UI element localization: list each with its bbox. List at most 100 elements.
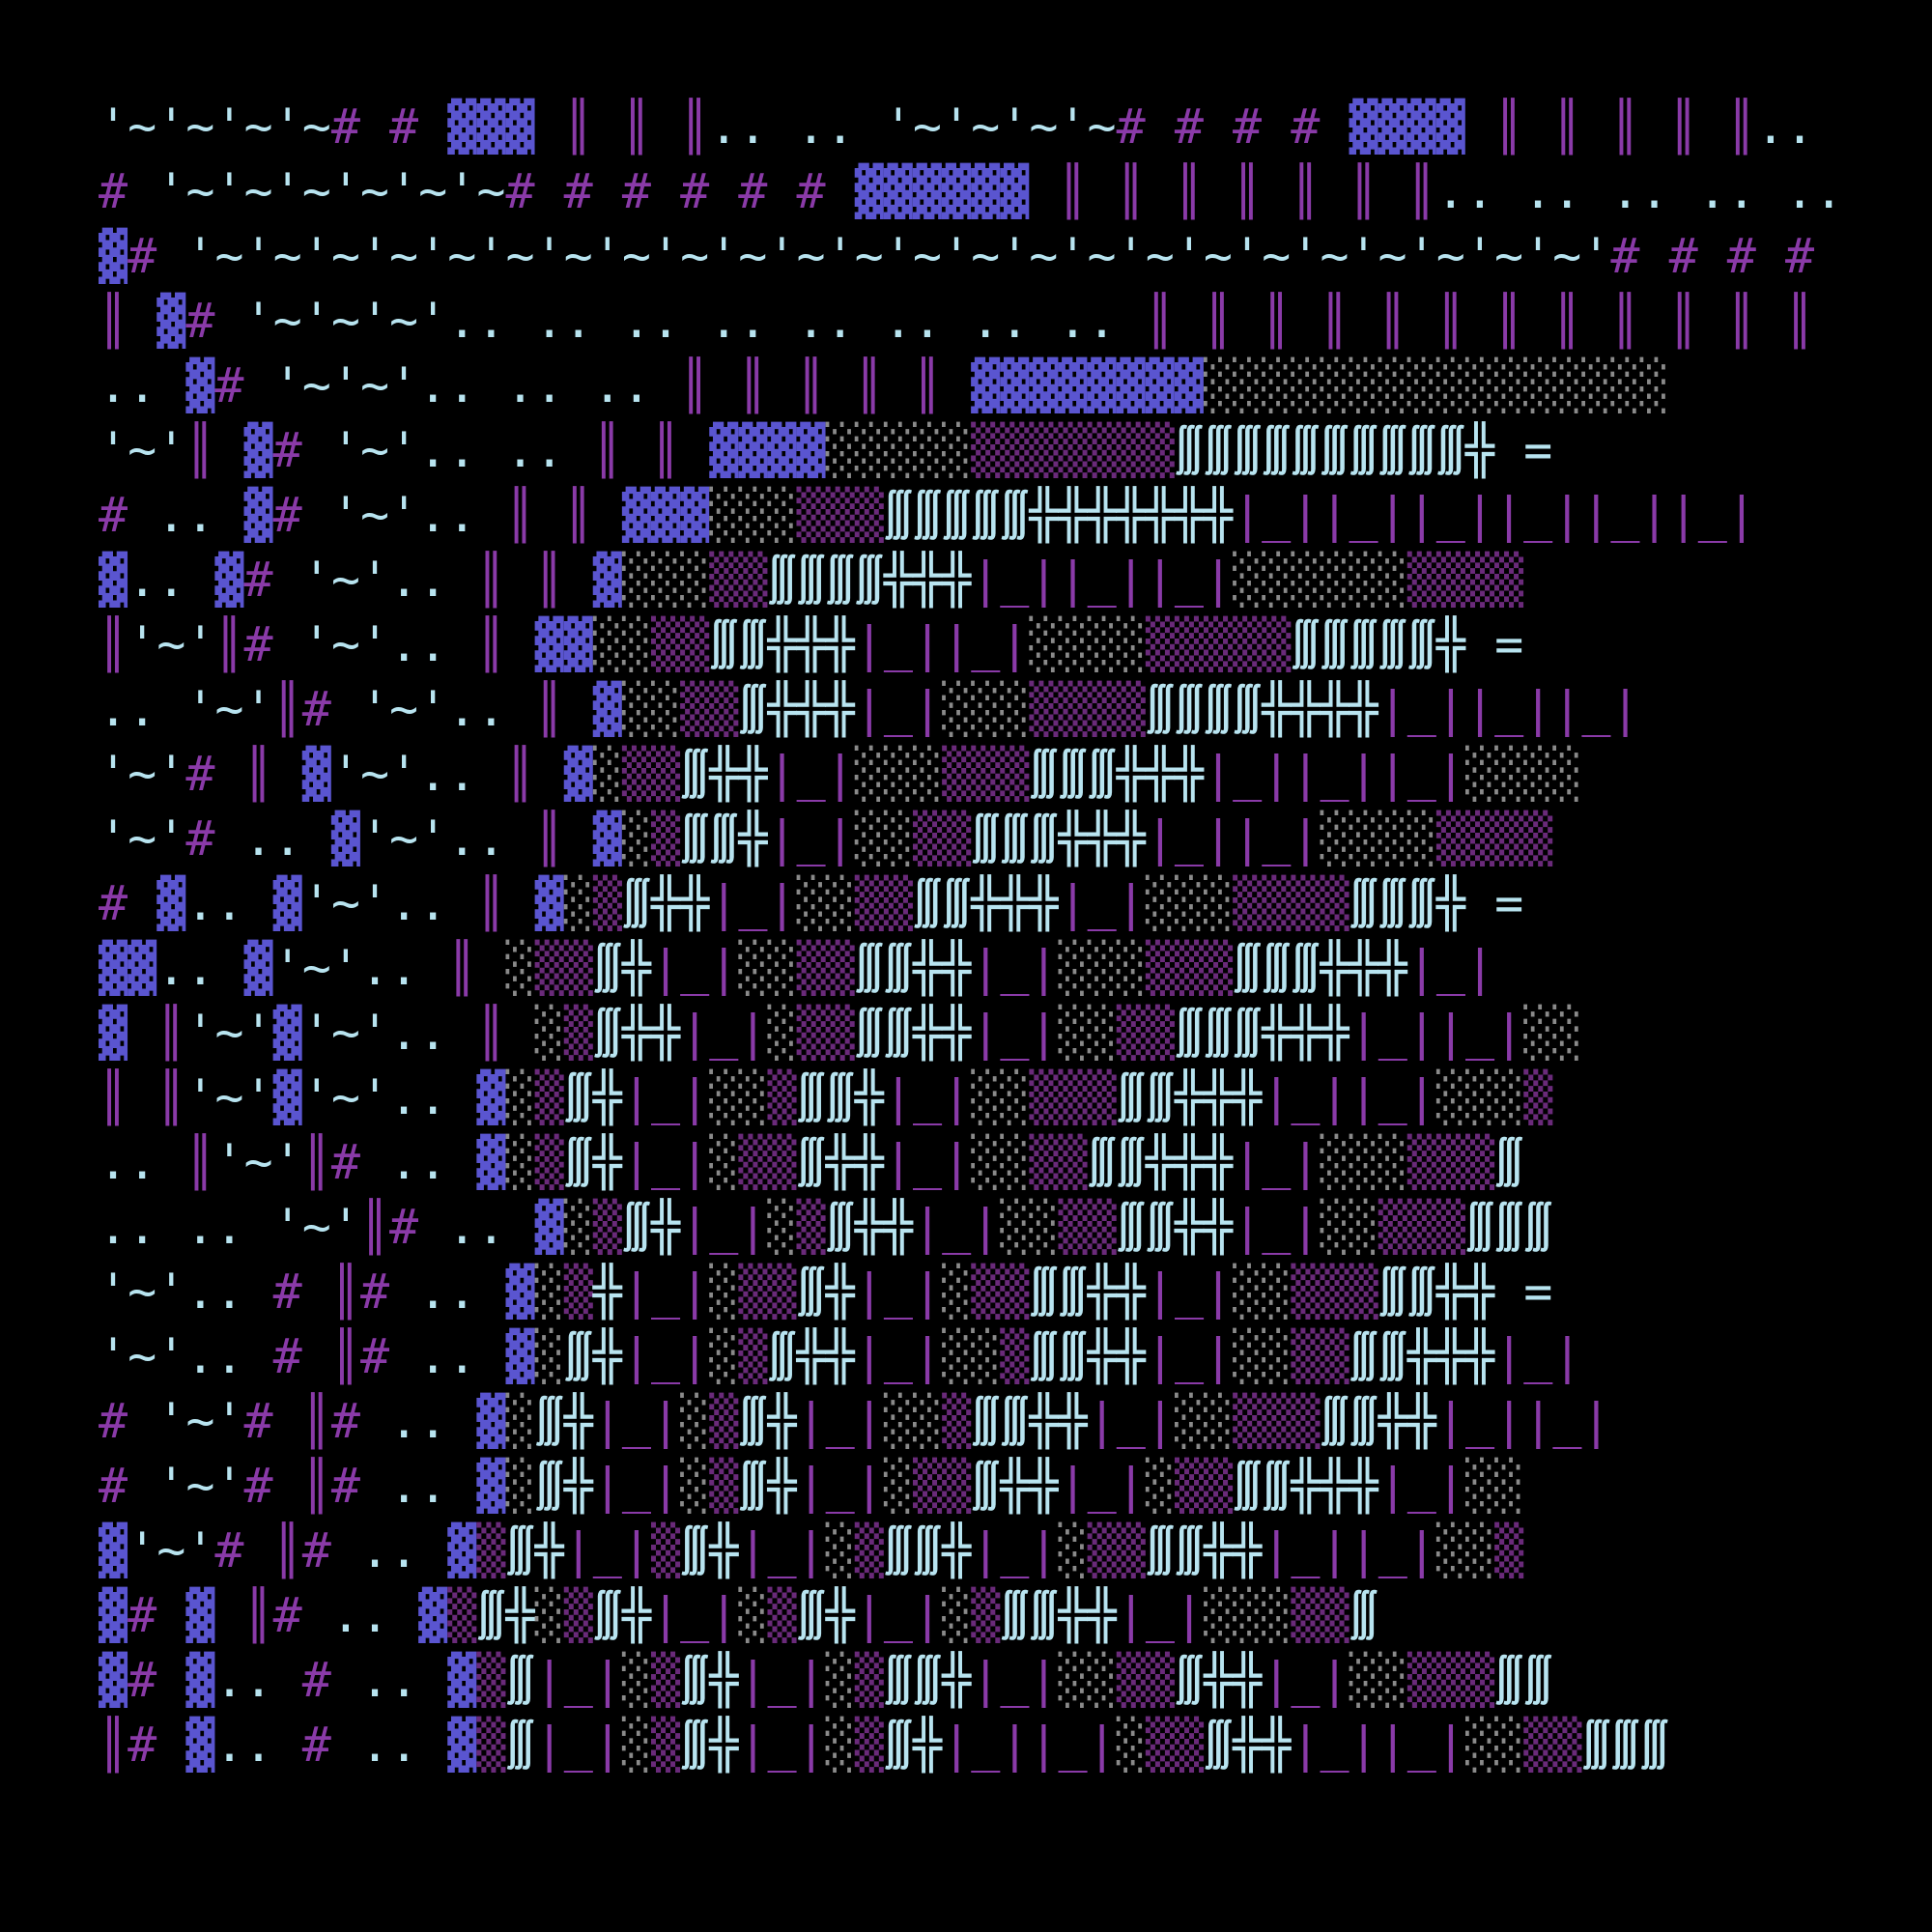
ascii-segment: ▓ (447, 1652, 477, 1708)
ascii-segment: |_||_| (1262, 1069, 1436, 1125)
ascii-row: # '~'~'~'~'~'~# # # # # # ▓▓▓▓▓▓ ║ ║ ║ ║… (99, 159, 1835, 224)
ascii-segment: ░ (621, 1717, 652, 1773)
ascii-segment: ░ (534, 1587, 564, 1643)
ascii-segment: ║ (214, 616, 244, 672)
ascii-segment: ∭∭ (913, 875, 972, 931)
ascii-segment: ╬╬╬ (1320, 940, 1407, 996)
ascii-row: ║'~'║# '~'.. ║ ▓▓░░▒▒∭∭╬╬╬|_||_|░░░░▒▒▒▒… (99, 612, 1835, 677)
ascii-segment: ▒▒ (1174, 1458, 1234, 1514)
ascii-segment: ▓ (99, 1522, 128, 1578)
ascii-segment: |_| (592, 1458, 681, 1514)
ascii-segment: ▒▒▒▒▒ (1145, 616, 1292, 672)
ascii-segment: ░ (825, 1652, 855, 1708)
ascii-segment: ░░░░ (1464, 746, 1582, 802)
ascii-row: # ▓.. ▓'~'.. ║ ▓░▒∭╬╬|_|░░▒▒∭∭╬╬╬|_|░░░▒… (99, 871, 1835, 936)
ascii-segment: ╬ = (1435, 875, 1524, 931)
ascii-segment: |_| (1262, 1652, 1350, 1708)
ascii-segment: ▓▓▓ (621, 487, 710, 543)
ascii-segment: '~' (301, 1069, 390, 1125)
ascii-segment: '~' (301, 875, 390, 931)
ascii-row: '~'.. # ║# .. ▓░▒╬|_|░▒▒∭╬|_|░▒▒∭∭╬╬|_|░… (99, 1260, 1835, 1324)
ascii-segment: .. .. .. (418, 357, 681, 413)
ascii-segment: ▓ (476, 1134, 506, 1190)
ascii-segment: ╬ (505, 1587, 535, 1643)
ascii-segment: .. (389, 875, 477, 931)
ascii-segment: .. (359, 1522, 448, 1578)
ascii-segment: .. (418, 746, 506, 802)
ascii-segment: ░░ (1465, 1458, 1524, 1514)
ascii-segment: ▒ (651, 1717, 681, 1773)
ascii-segment: .. .. (709, 99, 884, 155)
ascii-segment: |_| (1233, 1134, 1321, 1190)
ascii-segment: # (301, 1717, 360, 1773)
ascii-segment: ▓ (185, 357, 215, 413)
ascii-segment: .. .. (418, 422, 593, 478)
ascii-segment: ∭∭ (1087, 1134, 1146, 1190)
ascii-segment: ░░ (1233, 1328, 1292, 1384)
ascii-segment: ░░░░░░ (1233, 552, 1407, 608)
ascii-segment: ∭ (796, 1134, 826, 1190)
ascii-segment: ╬╬╬ (1058, 810, 1146, 867)
ascii-segment: ▒ (592, 875, 622, 931)
ascii-segment: ░░░░░░░░░░░░░░░░ (1203, 357, 1669, 413)
ascii-segment: ∭∭∭ (1029, 746, 1117, 802)
ascii-grid: '~'~'~'~# # ▓▓▓ ║ ║ ║.. .. '~'~'~'~# # #… (99, 95, 1835, 1833)
ascii-segment: # (214, 1522, 273, 1578)
ascii-segment: ║ (185, 422, 244, 478)
ascii-segment: |_| (651, 1587, 739, 1643)
ascii-segment: ∭ (1204, 1717, 1234, 1773)
ascii-segment: |_| (912, 1199, 1001, 1255)
ascii-segment: '~' (301, 1005, 390, 1061)
ascii-segment: |_| (854, 1587, 943, 1643)
ascii-segment: # (99, 875, 157, 931)
ascii-segment: ║# (330, 1328, 419, 1384)
ascii-segment: ▒▒ (1291, 1328, 1350, 1384)
ascii-segment: |_||_| (1262, 1522, 1436, 1578)
ascii-segment: ╬╬ (1058, 1587, 1117, 1643)
ascii-segment: |_||_| (1435, 1393, 1611, 1449)
ascii-segment: |_| (796, 1458, 884, 1514)
ascii-segment: ▒ (767, 1069, 797, 1125)
ascii-segment: ∭∭ (1116, 1069, 1175, 1125)
ascii-segment: ▓▓▓▓▓▓▓▓ (971, 357, 1204, 413)
ascii-segment: ▒ (651, 810, 681, 867)
ascii-segment: ▒ (854, 1717, 884, 1773)
ascii-segment: ▒▒ (1145, 1717, 1205, 1773)
ascii-segment: ░ (738, 1587, 768, 1643)
ascii-segment: ▒▒ (1291, 1587, 1350, 1643)
ascii-segment: ╬ (563, 1458, 593, 1514)
ascii-segment: ▒▒ (1029, 1134, 1088, 1190)
ascii-segment: |_| (621, 1328, 710, 1384)
ascii-segment: .. (389, 1393, 477, 1449)
ascii-segment: ▓ (592, 552, 622, 608)
ascii-segment: ▓ (447, 1717, 477, 1773)
ascii-segment: |_| (1087, 1393, 1175, 1449)
ascii-segment: .. (359, 940, 448, 996)
ascii-segment: ╬ (709, 1717, 739, 1773)
ascii-segment: |_| (1406, 940, 1495, 996)
ascii-segment: # (128, 1587, 186, 1643)
ascii-segment: # # # # # # # # # # # (1610, 228, 1815, 284)
ascii-segment: ▒▒ (912, 810, 972, 867)
ascii-segment: ║ (476, 1005, 535, 1061)
ascii-segment: ░ (709, 1264, 739, 1320)
ascii-segment: ╬ (738, 810, 768, 867)
ascii-segment: ▒ (534, 1069, 564, 1125)
ascii-segment: .. (389, 1134, 477, 1190)
ascii-segment: .. (156, 487, 244, 543)
ascii-segment: ▒ (971, 1587, 1001, 1643)
ascii-segment: .. .. (99, 1199, 273, 1255)
ascii-segment: ∭ (534, 1393, 564, 1449)
ascii-segment: ░░░ (942, 681, 1030, 737)
ascii-segment: |_| (854, 1328, 943, 1384)
ascii-segment: ╬╬╬ (1291, 1458, 1378, 1514)
ascii-segment: ░ (767, 1199, 797, 1255)
ascii-segment: ∭ (592, 940, 622, 996)
ascii-segment: ▒ (709, 1458, 739, 1514)
ascii-segment: ∭∭ (796, 1069, 855, 1125)
ascii-segment: ▓ (476, 1069, 506, 1125)
ascii-segment: ░░░ (1204, 1587, 1292, 1643)
ascii-segment: ▒▒ (534, 940, 593, 996)
ascii-segment: # # (330, 99, 448, 155)
